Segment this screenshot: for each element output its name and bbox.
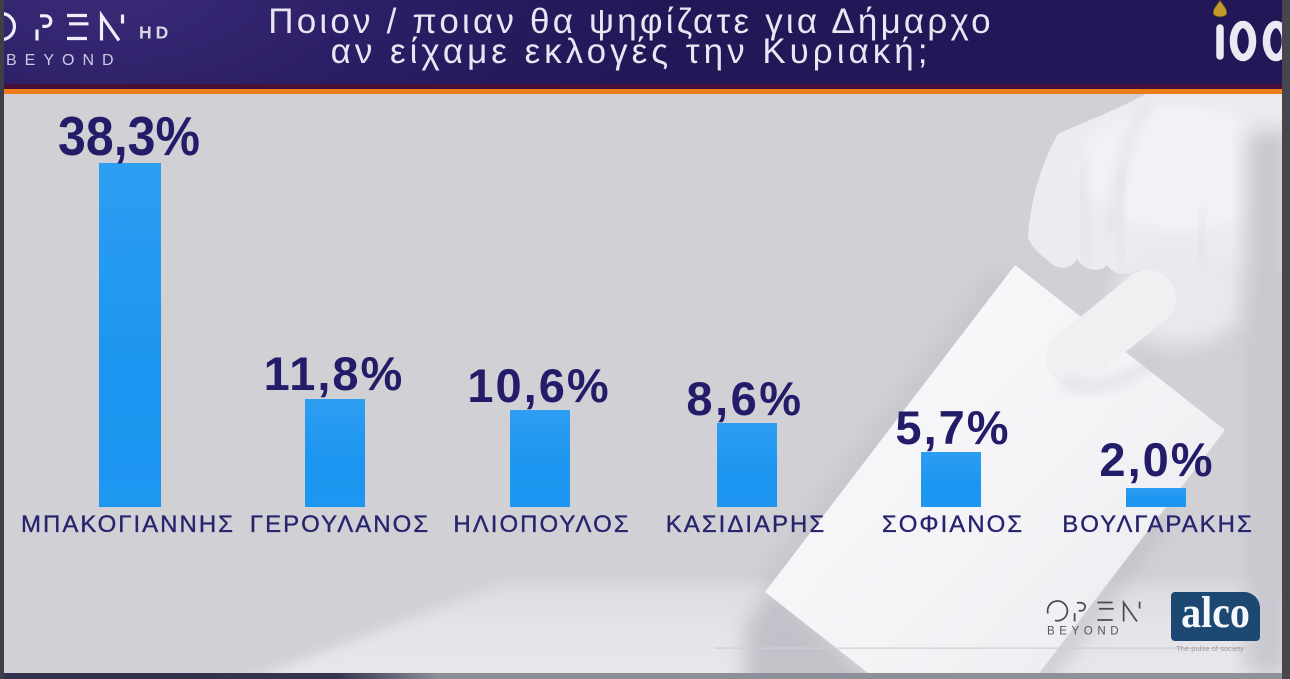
svg-text:BEYOND: BEYOND <box>6 52 122 69</box>
svg-text:HD: HD <box>139 23 172 43</box>
svg-text:BEYOND: BEYOND <box>1047 626 1123 638</box>
